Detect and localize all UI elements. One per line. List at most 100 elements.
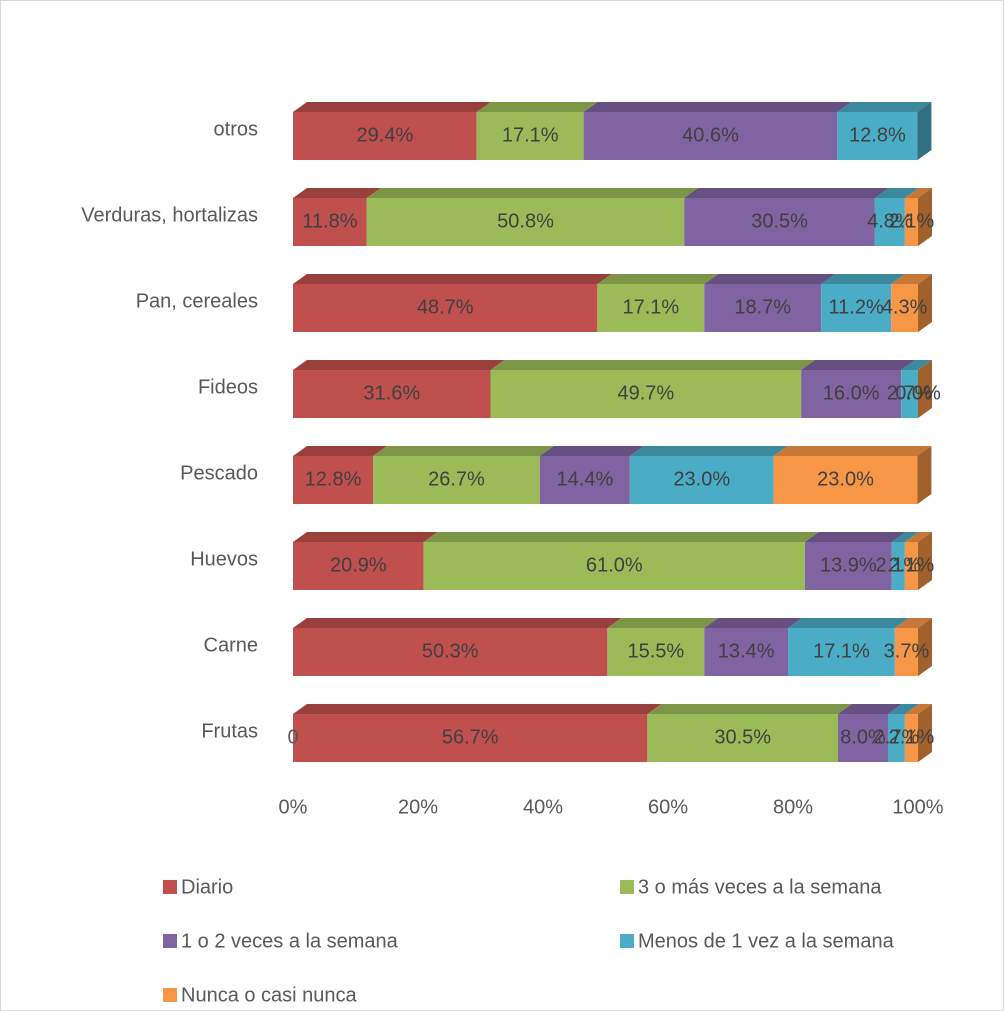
bar-top [293, 102, 491, 112]
bar-top [804, 532, 906, 542]
bar-top [904, 704, 932, 714]
bar-top-shade [539, 446, 644, 456]
legend-swatch [163, 934, 177, 948]
bar-top [891, 274, 932, 284]
bar [894, 628, 918, 676]
bar [804, 542, 892, 590]
bar-top [647, 704, 852, 714]
bar [366, 198, 685, 246]
bar-top-shade [684, 188, 889, 198]
legend-swatch [163, 988, 177, 1002]
value-label: 12.8% [305, 468, 362, 490]
bar-top-shade [837, 102, 932, 112]
bar-side-shade [918, 532, 932, 590]
bar-top-shade [891, 532, 919, 542]
bar-side [918, 704, 932, 762]
bar [821, 284, 892, 332]
bar-top-shade [788, 618, 909, 628]
x-tick-label: 100% [892, 796, 943, 818]
bar-top-shade [904, 188, 932, 198]
bar-top [891, 532, 919, 542]
bar-top-shade [293, 704, 662, 714]
bar-side [918, 618, 932, 676]
bar-top-shade [293, 188, 381, 198]
bar [629, 456, 774, 504]
bar [293, 284, 598, 332]
bar-top [874, 188, 919, 198]
bar [684, 198, 875, 246]
bar-top [423, 532, 819, 542]
bar-top [293, 618, 622, 628]
legend-label: 1 o 2 veces a la semana [181, 930, 399, 952]
y-tick-label: Carne [204, 634, 258, 656]
y-tick-label: Huevos [190, 548, 258, 570]
legend-swatch [163, 880, 177, 894]
bar [490, 370, 802, 418]
bar [583, 112, 838, 160]
bar-top-shade [476, 102, 598, 112]
value-label: 56.7% [442, 726, 499, 748]
bar [888, 714, 905, 762]
bar-top-shade [293, 618, 622, 628]
bar-top [293, 446, 387, 456]
value-label: 4.8% [867, 210, 913, 232]
value-label: 18.7% [734, 296, 791, 318]
y-tick-label: Verduras, hortalizas [81, 204, 258, 226]
value-label: 0.0% [895, 382, 941, 404]
value-label: 2.1% [889, 554, 935, 576]
bar-top [293, 360, 505, 370]
bar-top-shade [838, 704, 902, 714]
value-label: 12.8% [849, 124, 906, 146]
bar-top [901, 360, 932, 370]
bar-top-shade [583, 102, 852, 112]
value-label: 20.9% [330, 554, 387, 576]
bar-side [918, 360, 932, 418]
bar-top [293, 704, 662, 714]
bar-top [704, 274, 836, 284]
value-label: 14.4% [557, 468, 614, 490]
bar [904, 198, 918, 246]
y-tick-label: otros [214, 118, 258, 140]
bar-top-shade [901, 360, 932, 370]
bar-top-shade [423, 532, 819, 542]
x-tick-label: 60% [648, 796, 688, 818]
value-label: 49.7% [617, 382, 674, 404]
value-label: 61.0% [586, 554, 643, 576]
bar [597, 284, 705, 332]
bar-top [788, 618, 909, 628]
bar-side [917, 446, 932, 504]
value-label: 40.6% [682, 124, 739, 146]
value-label: 15.5% [627, 640, 684, 662]
bar [293, 542, 424, 590]
value-label: 11.2% [829, 296, 884, 318]
value-label: 2.7% [874, 726, 920, 748]
bar-top-shade [607, 618, 719, 628]
bar-top [293, 274, 612, 284]
bar-top-shade [773, 446, 932, 456]
value-label: 16.0% [823, 382, 880, 404]
value-label: 30.5% [714, 726, 771, 748]
value-label: 17.1% [502, 124, 559, 146]
bar [801, 370, 902, 418]
bar-side [917, 102, 932, 160]
bar-top [597, 274, 719, 284]
bar-top-shade [293, 360, 505, 370]
bar [373, 456, 540, 504]
bar [704, 628, 788, 676]
bar-top [801, 360, 916, 370]
value-label: 48.7% [417, 296, 474, 318]
bar-top-shade [704, 274, 836, 284]
bar-top-shade [801, 360, 916, 370]
bar-side-shade [918, 704, 932, 762]
value-label: 30.5% [751, 210, 808, 232]
bar-side-shade [918, 360, 932, 418]
bar [647, 714, 838, 762]
bar-top [629, 446, 788, 456]
bar-top [583, 102, 852, 112]
bar-top-shade [891, 274, 932, 284]
bar-side-shade [918, 188, 932, 246]
x-tick-label: 80% [773, 796, 813, 818]
bar-top-shade [293, 532, 438, 542]
bar-top-shade [904, 532, 932, 542]
